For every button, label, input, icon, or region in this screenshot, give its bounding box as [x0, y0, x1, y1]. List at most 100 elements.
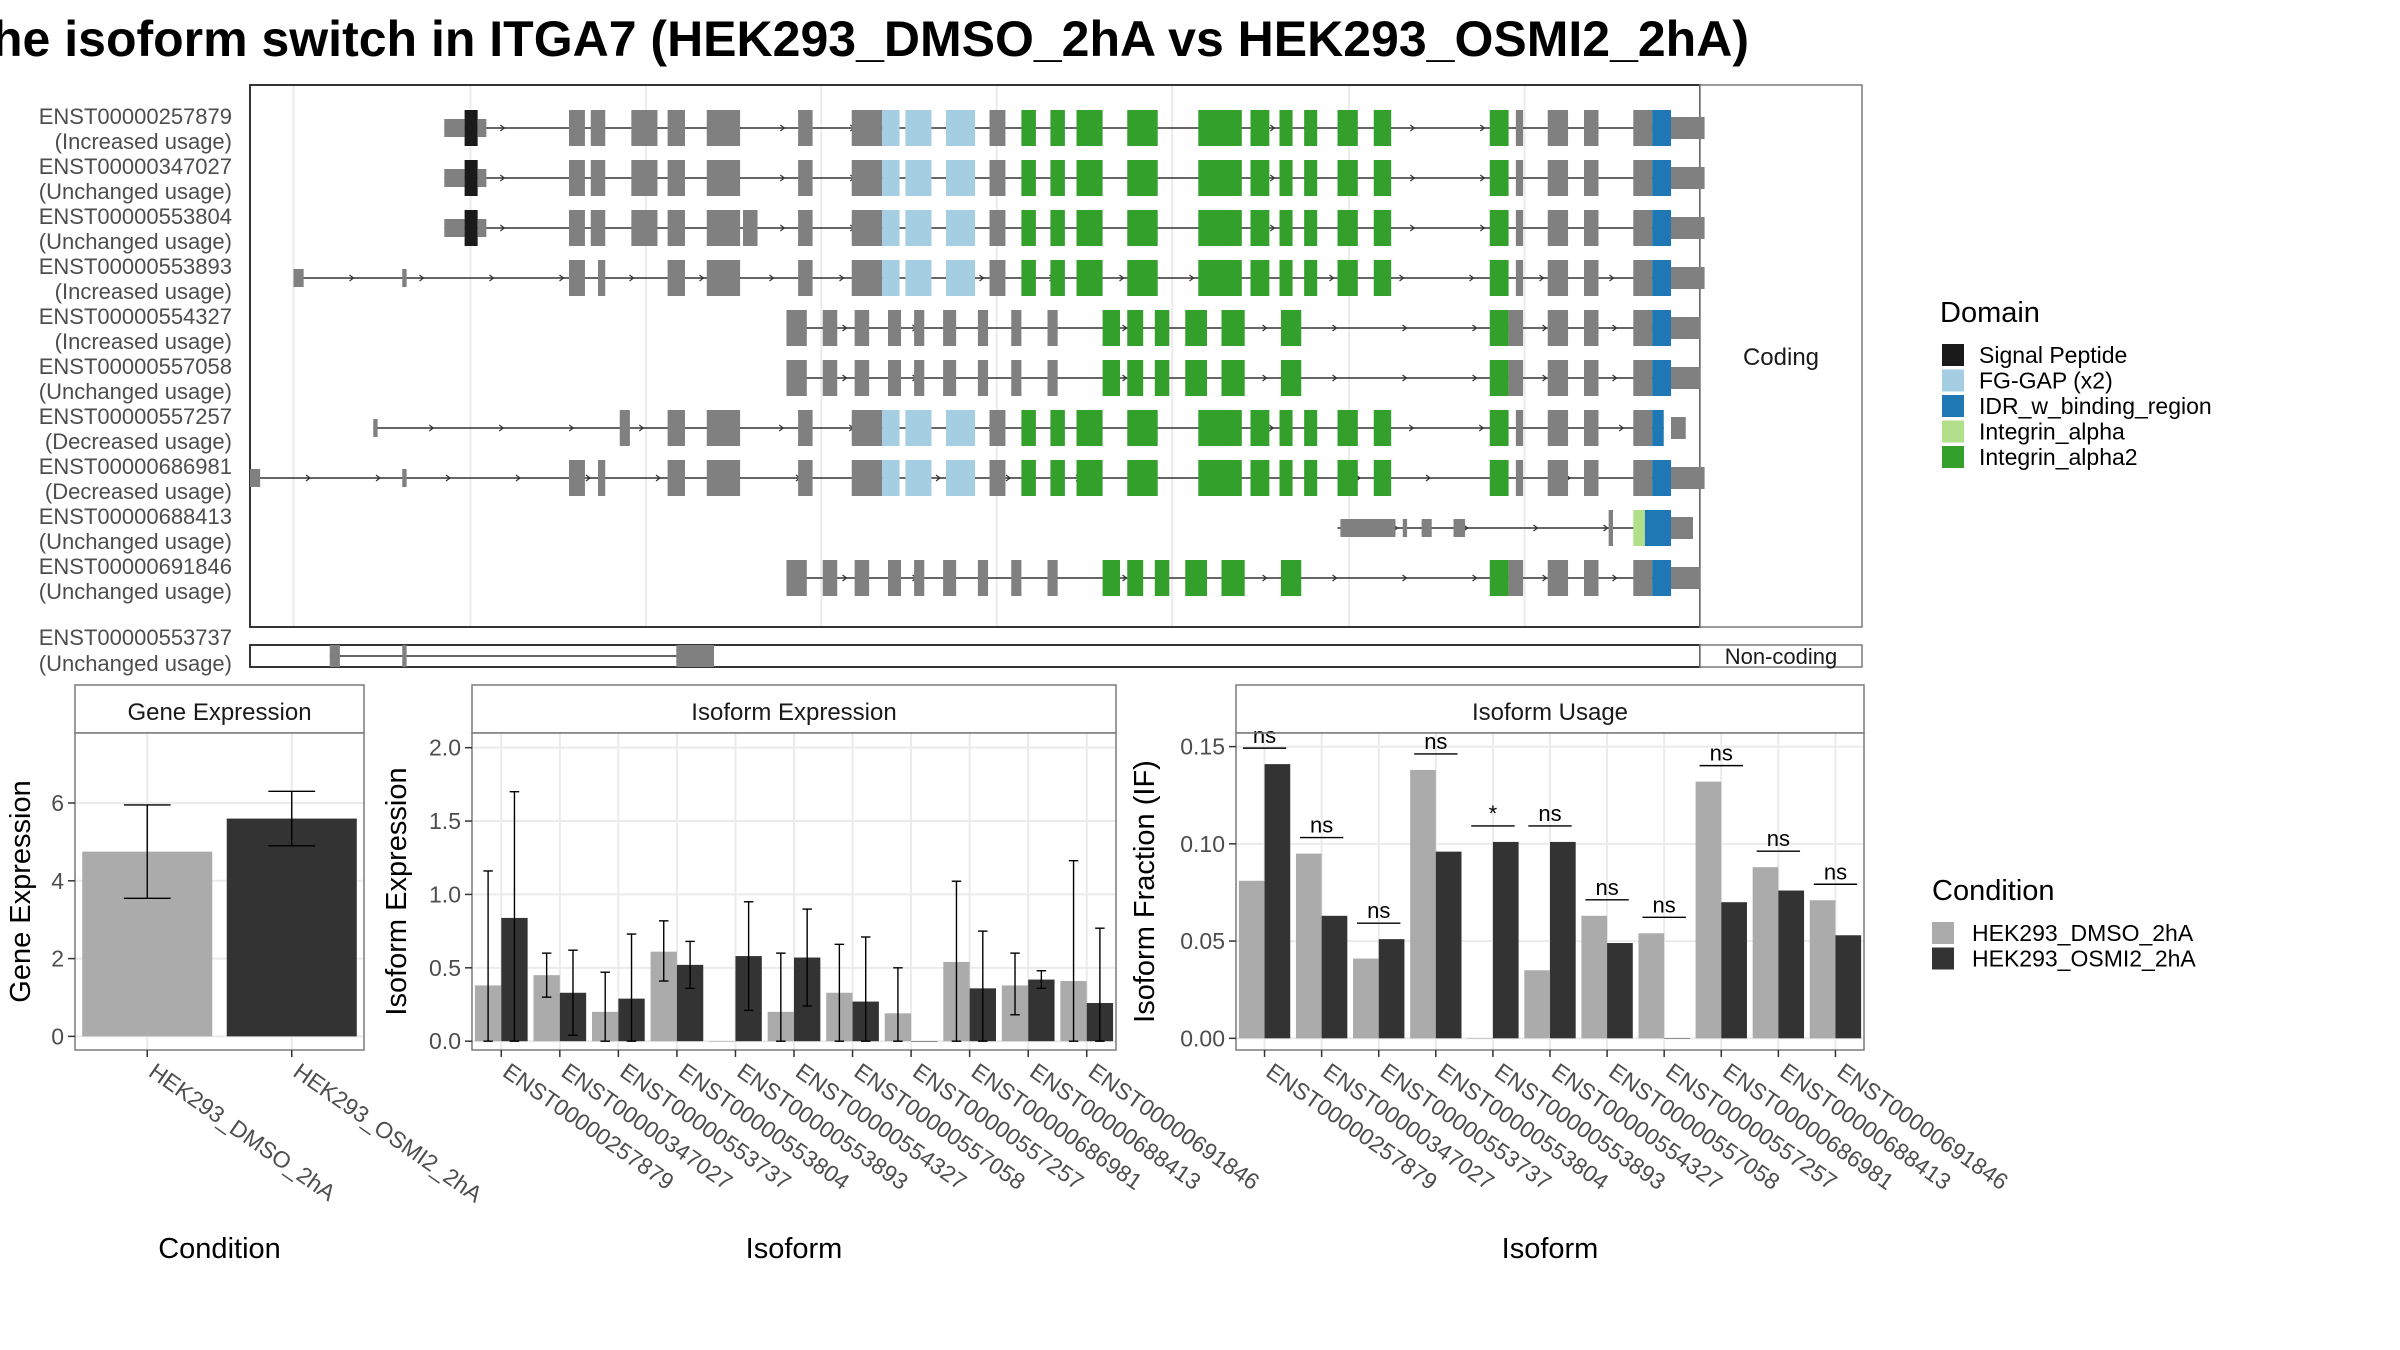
utr-block [1671, 567, 1701, 589]
strand-arrow [1603, 524, 1609, 532]
condition-legend-title: Condition [1932, 875, 2055, 907]
strand-arrow [305, 474, 311, 482]
panel-strip [1235, 684, 1865, 734]
exon-block [989, 260, 1006, 296]
exon-block [329, 645, 340, 667]
exon-block [1076, 410, 1103, 446]
exon-block [1547, 460, 1569, 496]
exon-block [882, 410, 900, 446]
exon-block [1373, 260, 1392, 296]
strand-arrow [1472, 324, 1478, 332]
y-tick-label: 0.0 [429, 1028, 461, 1054]
exon-block [1489, 260, 1509, 296]
exon-block [1154, 360, 1170, 396]
exon-block [1279, 210, 1293, 246]
exon-block [706, 410, 741, 446]
y-tick-label: 4 [51, 868, 64, 894]
strand-arrow [499, 224, 506, 232]
exon-block [977, 360, 989, 396]
strand-arrow [1402, 574, 1408, 582]
condition-legend-label: HEK293_DMSO_2hA [1972, 920, 2194, 946]
strand-arrow [1402, 324, 1408, 332]
exon-block [1050, 260, 1065, 296]
exon-block [851, 460, 883, 496]
exon-block [477, 219, 487, 237]
exon-block [851, 210, 883, 246]
strand-arrow [1539, 274, 1545, 282]
exon-block [946, 460, 975, 496]
exon-block [1373, 410, 1392, 446]
exon-block [1633, 360, 1653, 396]
exon-block [373, 419, 378, 437]
exon-block [1198, 260, 1242, 296]
exon-block [590, 110, 606, 146]
panel-strip-title: Gene Expression [127, 699, 311, 726]
exon-block [1489, 110, 1509, 146]
y-tick-label: 1.5 [429, 808, 461, 834]
exon-block [1584, 160, 1599, 196]
strand-arrow [1122, 324, 1128, 332]
exon-block [667, 260, 685, 296]
exon-block [851, 160, 883, 196]
strand-arrow [1409, 124, 1416, 132]
strand-arrow [1542, 374, 1548, 382]
strand-arrow [1332, 374, 1338, 382]
exon-block [905, 460, 932, 496]
significance-label: ns [1538, 801, 1561, 826]
exon-block [667, 110, 685, 146]
strand-arrow [1472, 574, 1478, 582]
exon-block [1515, 460, 1524, 496]
exon-block [854, 360, 870, 396]
exon-block [1547, 110, 1569, 146]
strand-arrow [428, 424, 435, 432]
bar [1721, 902, 1747, 1039]
panel-border [74, 732, 365, 1051]
y-axis-title: Isoform Expression [381, 767, 413, 1015]
exon-block [1250, 160, 1270, 196]
strand-arrow [498, 424, 505, 432]
exon-block [1584, 310, 1599, 346]
bar [1028, 979, 1055, 1042]
isoform-usage-label: (Unchanged usage) [39, 379, 232, 404]
exon-block [914, 560, 925, 596]
utr-block [1671, 167, 1705, 189]
exon-block [798, 110, 813, 146]
strand-arrow [769, 274, 775, 282]
exon-block [882, 160, 900, 196]
isoform-id-label: ENST00000557257 [39, 404, 232, 429]
panel-strip-title: Isoform Usage [1472, 699, 1628, 726]
bar [911, 1041, 938, 1042]
exon-block [1011, 310, 1022, 346]
exon-block [943, 360, 957, 396]
strand-arrow [1409, 224, 1416, 232]
exon-block [914, 310, 925, 346]
exon-block [946, 210, 975, 246]
exon-block [1652, 260, 1671, 296]
exon-block [1250, 410, 1270, 446]
isoform-id-label: ENST00000686981 [39, 454, 232, 479]
exon-block [1021, 110, 1036, 146]
exon-block [590, 210, 606, 246]
exon-block [1154, 310, 1170, 346]
bar [1524, 970, 1550, 1039]
exon-block [1584, 410, 1599, 446]
exon-block [1198, 460, 1242, 496]
strand-arrow [1005, 474, 1011, 482]
bar [1581, 915, 1608, 1039]
exon-block [1250, 460, 1270, 496]
strand-arrow [1612, 324, 1618, 332]
bar [1295, 853, 1322, 1039]
exon-block [1633, 110, 1653, 146]
y-tick-label: 0.5 [429, 955, 461, 981]
exon-block [1198, 160, 1242, 196]
domain-legend-label: FG-GAP (x2) [1979, 368, 2113, 394]
strand-arrow [935, 474, 941, 482]
strand-arrow [1262, 324, 1268, 332]
strand-arrow [629, 274, 635, 282]
exon-block [1050, 160, 1065, 196]
exon-block [1489, 460, 1509, 496]
domain-legend-label: IDR_w_binding_region [1979, 393, 2212, 419]
strand-arrow [839, 274, 845, 282]
strand-arrow [1262, 574, 1268, 582]
